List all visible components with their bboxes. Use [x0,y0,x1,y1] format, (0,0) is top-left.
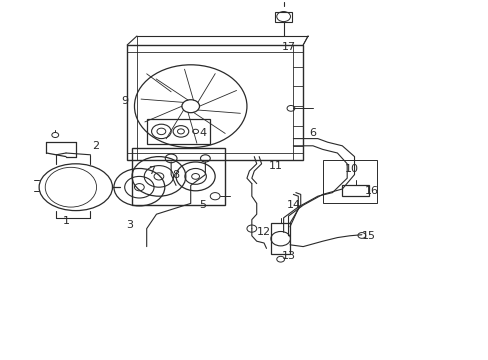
Text: 11: 11 [269,161,283,171]
Text: 13: 13 [281,251,295,261]
Bar [127,45,303,160]
Text: 14: 14 [286,200,300,210]
Bar [274,12,292,22]
Bar [322,160,376,203]
Bar [271,223,289,254]
Bar [146,119,210,144]
Text: 9: 9 [121,96,128,106]
Bar [132,148,224,205]
Text: 3: 3 [126,220,133,230]
Text: 16: 16 [364,186,378,196]
Text: 4: 4 [199,128,206,138]
Text: 1: 1 [62,216,69,226]
Text: 8: 8 [172,170,179,180]
Text: 10: 10 [345,164,358,174]
Bar [342,185,368,196]
Text: 15: 15 [362,231,375,241]
Text: 17: 17 [281,42,295,52]
Text: 7: 7 [148,166,155,176]
Text: 6: 6 [309,128,316,138]
Text: 5: 5 [199,200,206,210]
Text: 2: 2 [92,141,99,151]
Text: 12: 12 [257,227,270,237]
